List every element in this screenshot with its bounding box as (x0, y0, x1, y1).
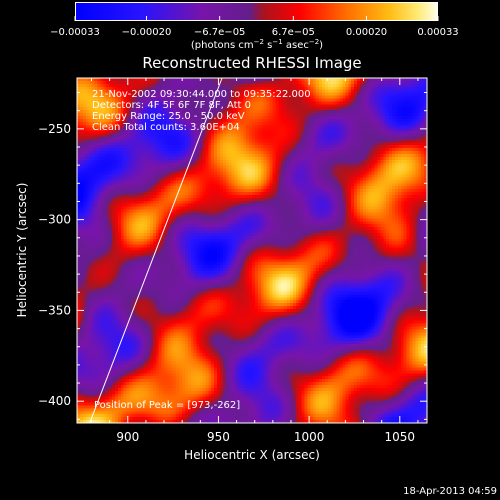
x-tick-label: 900 (116, 430, 139, 444)
plot-frame (76, 77, 428, 424)
annotation-peak: Position of Peak = [973,-262] (94, 400, 240, 411)
colorbar-tick-label: 6.7e−05 (272, 27, 315, 38)
colorbar-tick-label: 0.00020 (346, 27, 387, 38)
colorbar-tick-label: −0.00033 (50, 27, 100, 38)
x-tick-label: 950 (207, 430, 230, 444)
annotation-energy: Energy Range: 25.0 - 50.0 keV (92, 111, 245, 122)
heatmap-image (77, 78, 427, 423)
colorbar-tick-label: −0.00020 (122, 27, 172, 38)
y-axis-label: Heliocentric Y (arcsec) (15, 183, 29, 318)
y-tick-label: −400 (38, 394, 71, 408)
limb-line (89, 77, 223, 424)
colorbar-axis: −0.00033 −0.00020 −6.7e−05 6.7e−05 0.00020 0.… (50, 16, 459, 38)
colorbar-tick-label: 0.00033 (417, 27, 458, 38)
plot-axes: 900 950 1000 1050 −250 −300 −350 −400 (38, 78, 427, 444)
annotation-block: 21-Nov-2002 09:30:44.000 to 09:35:22.000… (92, 89, 311, 411)
colorbar (75, 2, 438, 21)
x-tick-label: 1050 (385, 430, 416, 444)
y-tick-label: −300 (38, 213, 71, 227)
colorbar-unit: (photons cm−2 s−1 asec−2) (191, 38, 323, 51)
y-tick-label: −250 (38, 122, 71, 136)
x-tick-label: 1000 (294, 430, 325, 444)
annotation-clean: Clean Total counts: 3.60E+04 (92, 122, 240, 133)
x-axis-label: Heliocentric X (arcsec) (184, 448, 320, 462)
annotation-time: 21-Nov-2002 09:30:44.000 to 09:35:22.000 (92, 89, 311, 100)
y-tick-label: −350 (38, 303, 71, 317)
annotation-detectors: Detectors: 4F 5F 6F 7F 8F, Att 0 (92, 100, 251, 111)
colorbar-tick-label: −6.7e−05 (194, 27, 246, 38)
footer-date: 18-Apr-2013 04:59 (403, 486, 497, 497)
chart-title: Reconstructed RHESSI Image (142, 54, 361, 72)
